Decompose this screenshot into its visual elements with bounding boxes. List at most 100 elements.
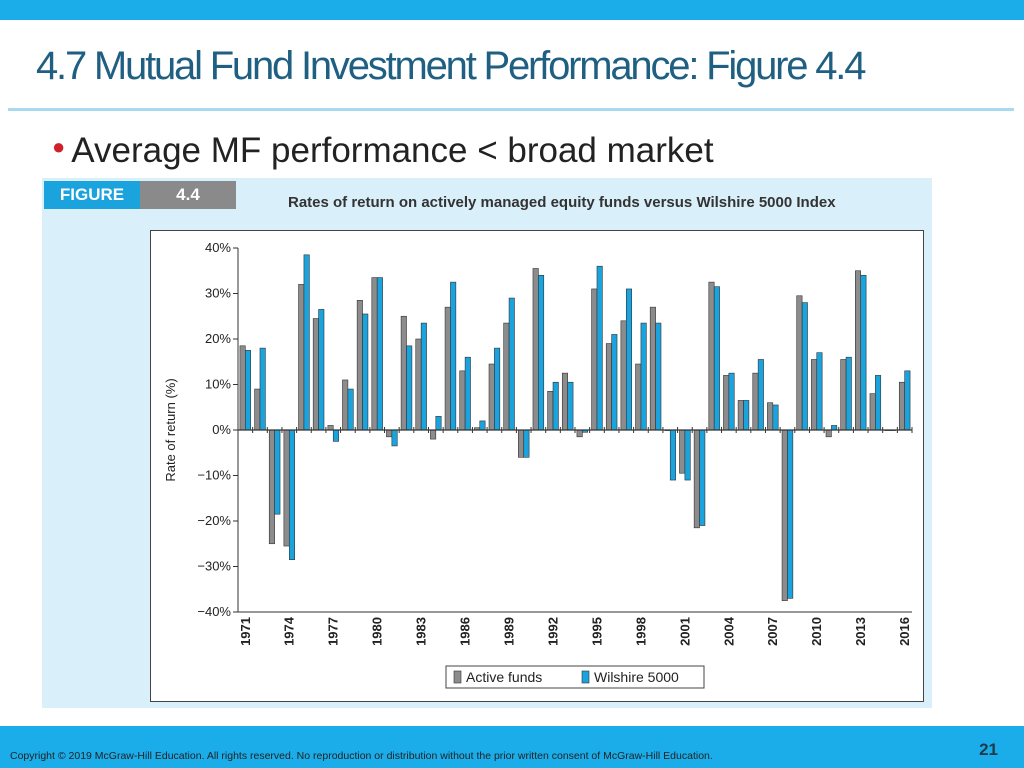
x-tick-label: 2001	[677, 617, 692, 646]
legend-label-active-funds: Active funds	[466, 669, 542, 685]
active-funds-bar	[532, 268, 539, 431]
wilshire-bar	[904, 370, 911, 431]
wilshire-bar	[523, 429, 530, 458]
y-tick-label: 20%	[205, 331, 231, 346]
active-funds-bar	[430, 429, 437, 440]
x-tick-label: 2010	[809, 617, 824, 646]
active-funds-bar	[254, 388, 261, 431]
y-tick-label: 0%	[212, 422, 231, 437]
active-funds-bar	[796, 295, 803, 431]
active-funds-bar	[679, 429, 686, 474]
active-funds-bar	[898, 381, 905, 431]
active-funds-bar	[649, 306, 656, 431]
active-funds-bar	[386, 429, 393, 438]
active-funds-bar	[356, 300, 363, 431]
wilshire-bar	[655, 322, 662, 431]
wilshire-bar	[831, 425, 838, 431]
wilshire-bar	[845, 356, 852, 431]
y-tick-label: 10%	[205, 377, 231, 392]
wilshire-bar	[494, 347, 501, 431]
active-funds-bar	[312, 318, 319, 431]
active-funds-bar	[488, 363, 495, 431]
y-tick-label: 40%	[205, 240, 231, 255]
active-funds-bar	[737, 400, 744, 431]
wilshire-bar	[552, 381, 559, 431]
x-tick-label: 1995	[589, 617, 604, 646]
bullet-item: ● Average MF performance < broad market	[52, 131, 714, 171]
x-tick-label: 1971	[238, 617, 253, 646]
active-funds-bar	[239, 345, 246, 431]
page-number: 21	[979, 740, 998, 759]
wilshire-bar	[567, 381, 574, 431]
wilshire-bar	[640, 322, 647, 431]
x-tick-label: 1992	[545, 617, 560, 646]
wilshire-bar	[464, 356, 471, 431]
active-funds-bar	[605, 343, 612, 431]
x-tick-label: 1980	[370, 617, 385, 646]
wilshire-bar	[288, 429, 295, 560]
bullet-text: Average MF performance < broad market	[71, 131, 714, 170]
wilshire-bar	[259, 347, 266, 431]
wilshire-bar	[757, 359, 764, 431]
active-funds-bar	[283, 429, 290, 547]
wilshire-bar	[860, 274, 867, 431]
x-tick-label: 1974	[282, 616, 297, 646]
x-tick-label: 2016	[897, 617, 912, 646]
wilshire-bar	[406, 345, 413, 431]
active-funds-bar	[723, 375, 730, 431]
wilshire-bar	[684, 429, 691, 481]
active-funds-bar	[708, 281, 715, 431]
wilshire-bar	[743, 400, 750, 431]
wilshire-bar	[611, 334, 618, 431]
figure-caption: Rates of return on actively managed equi…	[288, 194, 836, 211]
wilshire-bar	[508, 297, 515, 431]
wilshire-bar	[391, 429, 398, 447]
y-tick-label: −10%	[197, 468, 231, 483]
active-funds-bar	[415, 338, 422, 431]
active-funds-bar	[342, 379, 349, 431]
wilshire-bar	[625, 288, 632, 431]
wilshire-bar	[376, 277, 383, 431]
active-funds-bar	[767, 402, 774, 431]
copyright-text: Copyright © 2019 McGraw-Hill Education. …	[10, 750, 713, 762]
wilshire-bar	[728, 372, 735, 431]
active-funds-bar	[371, 277, 378, 431]
wilshire-bar	[332, 429, 339, 442]
legend-swatch-active-funds	[453, 670, 462, 684]
active-funds-bar	[547, 391, 554, 431]
wilshire-bar	[772, 404, 779, 431]
y-tick-label: −30%	[197, 559, 231, 574]
y-tick-label: 30%	[205, 286, 231, 301]
active-funds-bar	[635, 363, 642, 431]
x-tick-label: 2007	[765, 617, 780, 646]
wilshire-bar	[875, 375, 882, 431]
active-funds-bar	[561, 372, 568, 431]
active-funds-bar	[869, 393, 876, 431]
y-axis-title: Rate of return (%)	[163, 378, 178, 481]
title-divider	[8, 108, 1014, 111]
active-funds-bar	[693, 429, 700, 529]
wilshire-bar	[318, 309, 325, 431]
wilshire-bar	[347, 388, 354, 431]
active-funds-bar	[811, 359, 818, 431]
active-funds-bar	[591, 288, 598, 431]
figure-number: 4.4	[140, 181, 236, 209]
wilshire-bar	[816, 352, 823, 431]
wilshire-bar	[303, 254, 310, 431]
active-funds-bar	[503, 322, 510, 431]
wilshire-bar	[450, 281, 457, 431]
x-tick-label: 1998	[633, 617, 648, 646]
bottom-accent-bar	[0, 726, 1024, 768]
wilshire-bar	[274, 429, 281, 515]
x-tick-label: 2013	[853, 617, 868, 646]
legend-box	[445, 665, 705, 689]
bullet-dot-icon: ●	[52, 134, 66, 159]
active-funds-bar	[855, 270, 862, 431]
wilshire-bar	[538, 274, 545, 431]
active-funds-bar	[781, 429, 788, 601]
active-funds-bar	[327, 425, 334, 431]
active-funds-bar	[840, 359, 847, 431]
legend-swatch-wilshire	[581, 670, 590, 684]
y-tick-label: −40%	[197, 604, 231, 619]
wilshire-bar	[362, 313, 369, 431]
